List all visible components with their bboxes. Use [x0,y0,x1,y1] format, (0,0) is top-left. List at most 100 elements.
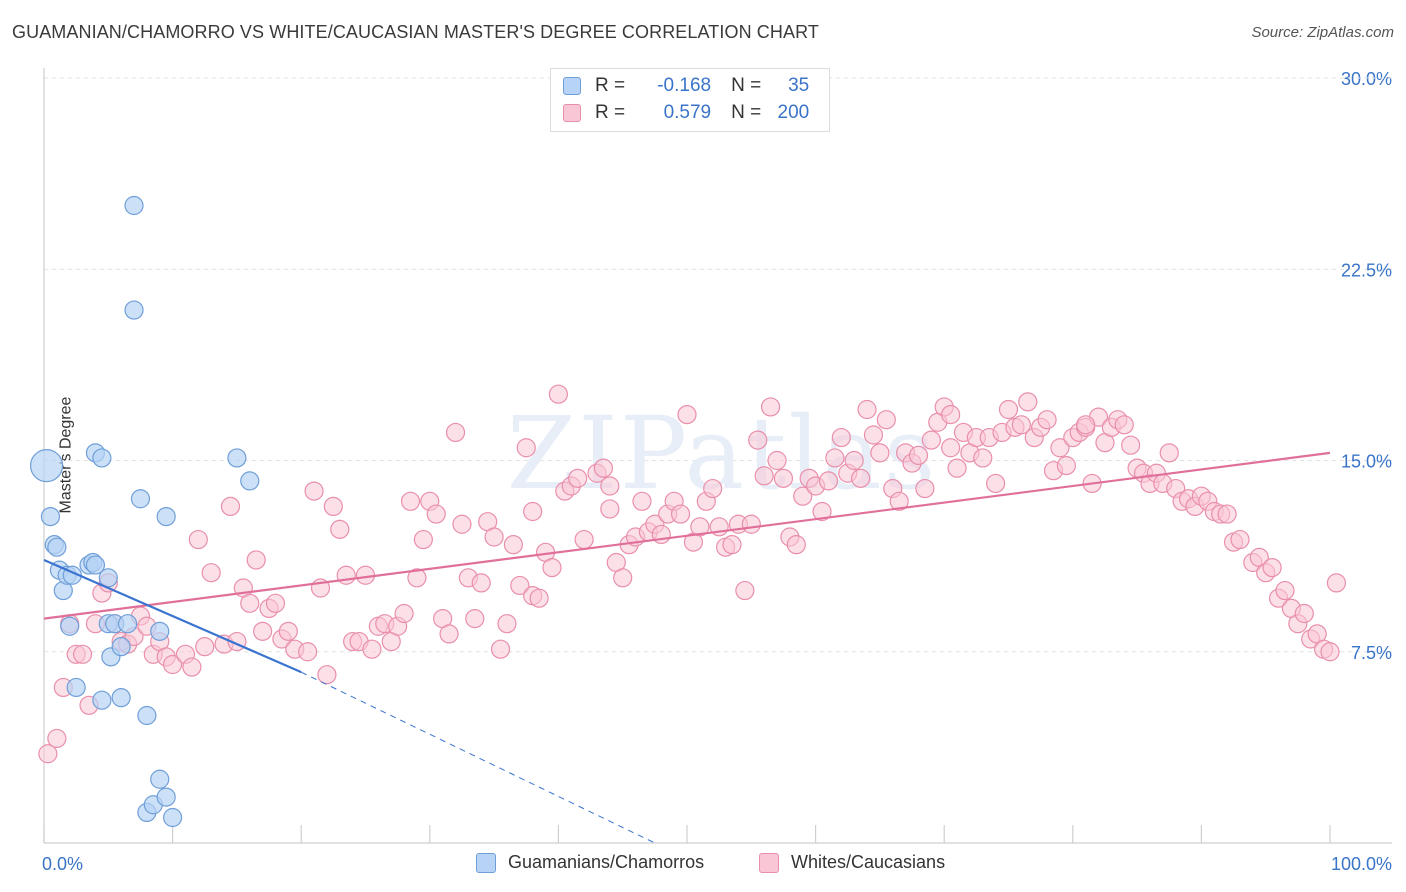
point-guamanian [150,621,170,641]
point-guamanian [227,448,247,468]
point-white [632,491,652,511]
point-white [516,438,536,458]
point-white [613,568,633,588]
point-white [188,529,208,550]
point-white [523,501,543,522]
point-white [722,535,742,555]
trend-line-white [43,451,1331,620]
point-white [941,438,961,458]
point-white [38,744,58,764]
n-label: N = [731,102,762,123]
point-white [1159,443,1179,463]
point-white [1275,580,1295,601]
point-white [240,593,260,613]
point-guamanian [85,555,106,575]
point-white [876,410,896,430]
point-guamanian [124,195,144,216]
point-white [394,603,414,624]
bottom-swatch-blue [476,852,496,873]
point-white [542,557,562,578]
n-value-guamanian: 35 [788,75,810,96]
point-white [510,575,530,596]
point-white [1217,504,1237,524]
bottom-legend-label-guamanian: Guamanians/Chamorros [508,852,705,872]
legend-swatch-blue [563,77,581,95]
point-white [195,637,215,657]
point-white [703,478,723,499]
legend-swatch-pink [563,104,581,122]
point-white [870,443,890,463]
point-white [529,588,549,608]
point-white [941,405,961,425]
point-white [72,644,93,664]
point-white [465,608,485,629]
point-white [490,639,511,659]
n-value-white: 200 [777,102,810,123]
point-white [445,422,466,443]
point-white [1114,415,1134,435]
point-white [471,573,491,593]
legend-row-white: R = 0.579 N = 200 [563,101,809,125]
point-white [915,478,935,499]
point-white [1320,642,1340,662]
point-white [362,639,382,659]
point-white [400,491,421,511]
correlation-legend: R = -0.168 N = 35 R = 0.579 N = 200 [550,68,830,132]
point-guamanian [156,787,176,807]
point-white [497,614,517,634]
y-tick-label: 22.5% [1341,260,1392,280]
x-tick-label-max: 100.0% [1331,854,1392,874]
y-tick-label: 15.0% [1341,452,1392,472]
point-guamanian [66,677,86,698]
point-guamanian [92,690,112,710]
r-label: R = [595,102,626,123]
point-white [600,499,620,519]
point-white [908,445,929,465]
y-tick-label: 30.0% [1341,69,1392,89]
trend-line-guamanian [43,558,302,674]
point-white [844,450,864,471]
point-white [670,504,691,524]
point-white [1056,456,1076,476]
point-guamanian [60,616,80,636]
point-guamanian [240,471,260,491]
point-white [786,535,806,555]
point-white [754,466,774,486]
point-white [600,476,620,496]
chart-title: GUAMANIAN/CHAMORRO VS WHITE/CAUCASIAN MA… [12,22,819,42]
point-white [330,519,350,539]
point-white [735,580,755,601]
point-white [851,468,871,488]
point-white [439,624,459,644]
point-white [201,563,221,583]
r-value-white: 0.579 [663,102,712,123]
point-white [426,504,446,524]
point-white [1011,415,1031,435]
point-guamanian [117,614,138,634]
point-white [921,430,941,450]
point-white [323,496,343,516]
point-guamanian [124,300,144,320]
point-white [484,527,504,547]
point-white [1018,392,1038,412]
point-white [857,399,877,420]
point-guamanian [156,506,176,527]
point-white [773,468,794,488]
point-white [1076,415,1096,435]
bottom-legend-white: Whites/Caucasians [759,852,945,873]
point-white [413,529,433,550]
x-tick-label-min: 0.0% [42,854,83,874]
point-white [986,473,1006,494]
point-white [593,458,614,478]
point-white [831,427,851,448]
point-white [741,514,761,534]
point-white [47,728,67,749]
point-white [317,665,337,685]
point-white [265,593,286,613]
point-guamanian [40,506,61,527]
point-guamanian [111,688,131,708]
point-guamanian [92,448,112,468]
point-white [304,481,324,501]
point-white [1230,529,1250,550]
point-white [1050,438,1070,458]
